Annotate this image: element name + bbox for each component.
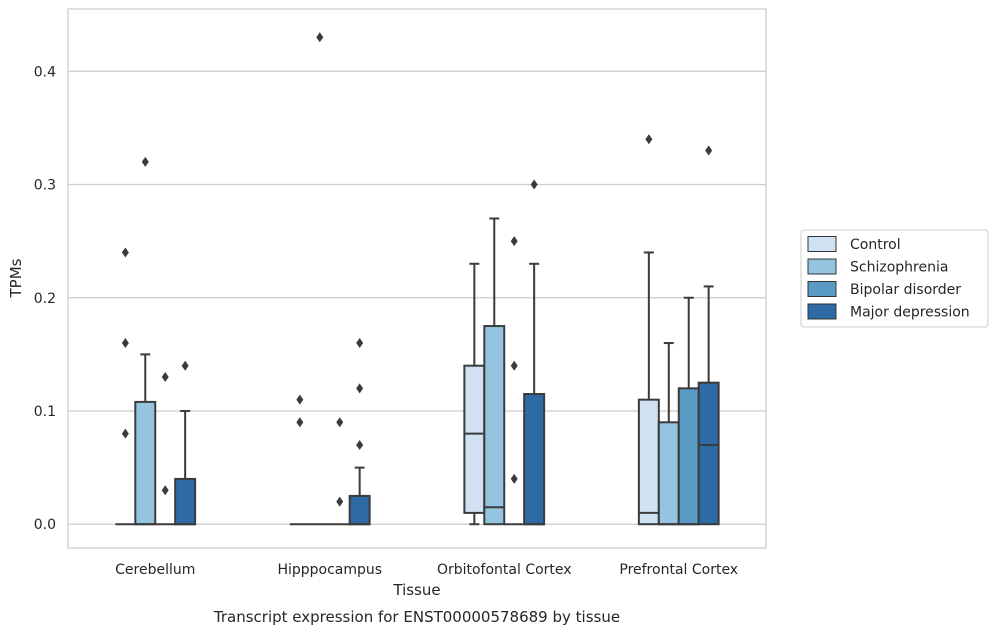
legend-swatch: [807, 281, 837, 297]
box: [657, 421, 680, 526]
outlier-point: [181, 360, 189, 371]
y-axis-label: TPMs: [7, 258, 25, 298]
plot-area-frame: [67, 8, 767, 549]
outlier-point: [296, 394, 304, 405]
box-group: [289, 394, 310, 526]
legend-label: Schizophrenia: [850, 260, 948, 276]
box: [697, 381, 720, 526]
x-tick-label: Prefrontal Cortex: [619, 562, 738, 578]
y-tick-label: 0.4: [34, 64, 56, 80]
box: [348, 494, 371, 526]
legend-items: Control Schizophrenia Bipolar disorder Majo…: [807, 236, 970, 321]
outlier-point: [336, 417, 344, 428]
box: [637, 398, 660, 526]
box-group: [523, 179, 546, 526]
box-group: [348, 338, 371, 526]
box-group: [483, 217, 506, 526]
outlier-point: [336, 496, 344, 507]
y-tick-label: 0.2: [34, 291, 56, 307]
box: [523, 393, 546, 526]
outlier-point: [356, 383, 364, 394]
outlier-point: [296, 417, 304, 428]
box-group: [155, 372, 176, 526]
outlier-point: [510, 236, 518, 247]
outlier-point: [161, 485, 169, 496]
outlier-point: [141, 156, 149, 167]
legend-label: Bipolar disorder: [850, 282, 961, 298]
outlier-point: [530, 179, 538, 190]
x-axis-label: Tissue: [392, 581, 440, 599]
outlier-point: [356, 439, 364, 450]
x-tick-label: Orbitofontal Cortex: [437, 562, 572, 578]
box: [677, 387, 700, 526]
legend: Control Schizophrenia Bipolar disorder Majo…: [800, 229, 989, 328]
box: [483, 325, 506, 526]
x-tick-label: Hipppocampus: [277, 562, 382, 578]
box-group: [463, 262, 486, 526]
outlier-point: [121, 428, 129, 439]
legend-swatch: [807, 236, 837, 252]
box-group: [657, 342, 680, 526]
box: [174, 477, 197, 526]
y-tick-label: 0.0: [34, 517, 56, 533]
y-tick-labels: 0.0 0.1 0.2 0.3 0.4: [34, 64, 56, 533]
legend-frame: [800, 229, 989, 328]
x-tick-label: Cerebellum: [115, 562, 195, 578]
outlier-point: [121, 338, 129, 349]
outlier-point: [316, 32, 324, 43]
x-tick-labels: Cerebellum Hipppocampus Orbitofontal Corte…: [115, 562, 738, 578]
outlier-point: [510, 360, 518, 371]
chart-caption: Transcript expression for ENST0000057868…: [213, 608, 620, 626]
box-plots: [115, 32, 720, 526]
box-group: [115, 247, 136, 526]
y-tick-label: 0.3: [34, 178, 56, 194]
outlier-point: [705, 145, 713, 156]
outlier-point: [510, 473, 518, 484]
outlier-point: [121, 247, 129, 258]
y-tick-label: 0.1: [34, 404, 56, 420]
outlier-point: [161, 372, 169, 383]
box-group: [504, 236, 525, 526]
legend-swatch: [807, 303, 837, 320]
box-group: [697, 145, 720, 526]
legend-label: Control: [850, 237, 901, 253]
box-group: [329, 417, 350, 526]
box-group: [637, 134, 660, 526]
box: [463, 364, 486, 514]
box-group: [134, 156, 157, 526]
legend-swatch: [807, 258, 837, 275]
box-group: [677, 296, 700, 526]
box-group: [174, 360, 197, 526]
outlier-point: [356, 338, 364, 349]
legend-label: Major depression: [850, 305, 970, 321]
outlier-point: [645, 134, 653, 145]
box: [134, 400, 157, 526]
box-group: [309, 32, 330, 526]
